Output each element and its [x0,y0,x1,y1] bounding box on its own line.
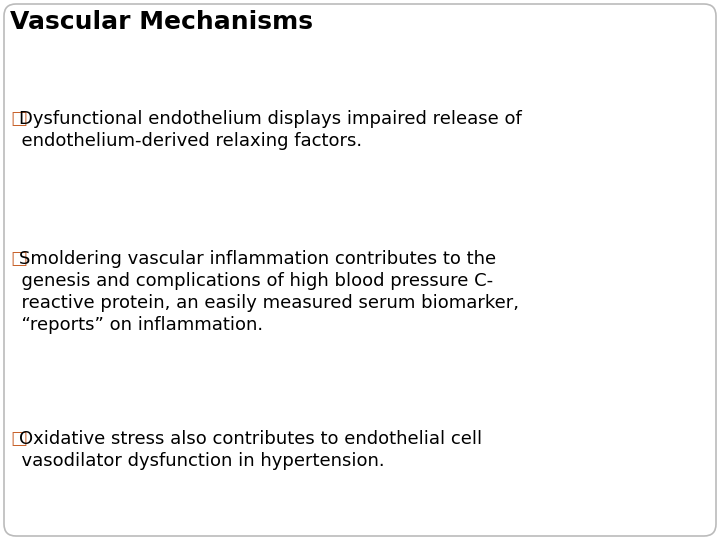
Text: □: □ [10,430,27,448]
Text: Vascular Mechanisms: Vascular Mechanisms [10,10,313,34]
Text: reactive protein, an easily measured serum biomarker,: reactive protein, an easily measured ser… [10,294,519,312]
Text: Smoldering vascular inflammation contributes to the: Smoldering vascular inflammation contrib… [19,250,496,268]
FancyBboxPatch shape [4,4,716,536]
Text: Dysfunctional endothelium displays impaired release of: Dysfunctional endothelium displays impai… [19,110,521,128]
Text: □: □ [10,110,27,128]
Text: “reports” on inflammation.: “reports” on inflammation. [10,316,263,334]
Text: Oxidative stress also contributes to endothelial cell: Oxidative stress also contributes to end… [19,430,482,448]
Text: genesis and complications of high blood pressure C-: genesis and complications of high blood … [10,272,493,290]
Text: □: □ [10,250,27,268]
Text: vasodilator dysfunction in hypertension.: vasodilator dysfunction in hypertension. [10,452,384,470]
Text: endothelium-derived relaxing factors.: endothelium-derived relaxing factors. [10,132,362,150]
